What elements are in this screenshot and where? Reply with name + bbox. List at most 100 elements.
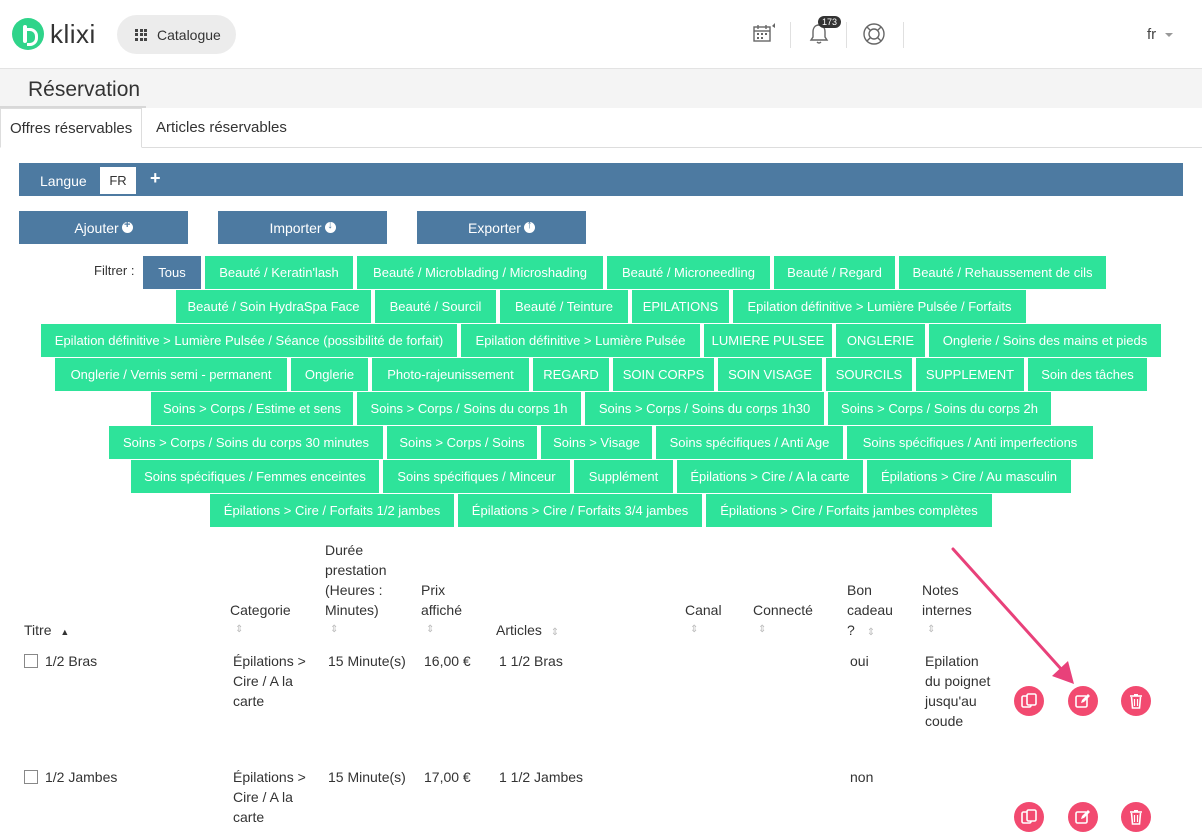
delete-button[interactable]: [1121, 802, 1151, 832]
export-button[interactable]: Exporter ↑: [417, 211, 586, 244]
column-header-duration-line: (Heures :: [325, 582, 383, 598]
filter-chip[interactable]: Soins spécifiques / Minceur: [383, 460, 570, 493]
row-checkbox[interactable]: [24, 770, 38, 784]
filter-chip[interactable]: SUPPLEMENT: [916, 358, 1024, 391]
filter-chip[interactable]: Épilations > Cire / A la carte: [677, 460, 863, 493]
row-title[interactable]: 1/2 Bras: [45, 653, 98, 669]
filter-chip[interactable]: Beauté / Microblading / Microshading: [357, 256, 603, 289]
filter-chip[interactable]: Soin des tâches: [1028, 358, 1147, 391]
add-button[interactable]: Ajouter +: [19, 211, 188, 244]
copy-icon: [1021, 693, 1037, 708]
row-notes: Epilation du poignet jusqu'au coude: [925, 651, 990, 731]
filter-chip[interactable]: Soins > Corps / Soins du corps 2h: [828, 392, 1051, 425]
filter-chip[interactable]: Supplément: [574, 460, 673, 493]
sort-icon: ⇕: [866, 627, 876, 638]
language-value: fr: [1147, 26, 1157, 43]
filter-chip[interactable]: Beauté / Sourcil: [375, 290, 496, 323]
filter-chip[interactable]: Beauté / Microneedling: [607, 256, 770, 289]
row-category-line: carte: [233, 693, 265, 709]
row-price: 16,00 €: [424, 653, 471, 669]
filter-chip[interactable]: Soins > Corps / Soins du corps 30 minute…: [109, 426, 383, 459]
help-icon[interactable]: [862, 22, 886, 46]
row-articles: 1 1/2 Bras: [499, 653, 563, 669]
copy-icon: [1021, 809, 1037, 824]
language-select[interactable]: fr: [1147, 26, 1174, 43]
column-header-price[interactable]: Prix affiché ⇕: [421, 580, 462, 640]
duplicate-button[interactable]: [1014, 802, 1044, 832]
filter-chip[interactable]: Beauté / Teinture: [500, 290, 628, 323]
filter-chip[interactable]: Soins > Visage: [541, 426, 652, 459]
column-header-title[interactable]: Titre ▲: [24, 620, 69, 642]
filter-chip[interactable]: Soins spécifiques / Anti Age: [656, 426, 843, 459]
row-category-line: Épilations >: [233, 653, 306, 669]
brand-name: klixi: [50, 18, 96, 49]
filter-chip[interactable]: Photo-rajeunissement: [372, 358, 529, 391]
calendar-icon[interactable]: [752, 22, 776, 46]
filter-chip[interactable]: Soins spécifiques / Femmes enceintes: [131, 460, 379, 493]
column-header-connected[interactable]: Connecté ⇕: [753, 600, 813, 640]
column-header-notes[interactable]: Notes internes ⇕: [922, 580, 972, 640]
language-tab-fr[interactable]: FR: [100, 167, 136, 194]
filter-chip[interactable]: Épilations > Cire / Au masculin: [867, 460, 1071, 493]
column-header-duration[interactable]: Durée prestation (Heures : Minutes) ⇕: [325, 540, 386, 640]
column-header-notes-line: internes: [922, 602, 972, 618]
import-button-label: Importer: [269, 219, 322, 236]
edit-button[interactable]: [1068, 802, 1098, 832]
sort-icon: ⇕: [235, 624, 244, 635]
export-button-label: Exporter: [468, 219, 521, 236]
filter-chip[interactable]: SOIN VISAGE: [718, 358, 822, 391]
tab-articles-reservables[interactable]: Articles réservables: [156, 119, 287, 136]
filter-chip[interactable]: LUMIERE PULSEE: [704, 324, 832, 357]
tab-offres-reservables[interactable]: Offres réservables: [0, 108, 143, 148]
row-price: 17,00 €: [424, 769, 471, 785]
filter-chip[interactable]: Soins > Corps / Soins du corps 1h: [357, 392, 581, 425]
delete-button[interactable]: [1121, 686, 1151, 716]
logo[interactable]: klixi: [12, 18, 96, 50]
filter-chip[interactable]: Onglerie / Vernis semi - permanent: [55, 358, 287, 391]
divider: [846, 22, 847, 48]
filter-chip[interactable]: Soins > Corps / Estime et sens: [151, 392, 353, 425]
column-header-gift-line: ? ⇕: [847, 620, 893, 643]
filter-chip[interactable]: Soins > Corps / Soins du corps 1h30: [585, 392, 824, 425]
sort-icon: ⇕: [690, 624, 699, 635]
column-header-category[interactable]: Categorie ⇕: [230, 600, 291, 640]
filter-chip[interactable]: SOURCILS: [826, 358, 912, 391]
filter-chip[interactable]: Beauté / Keratin'lash: [205, 256, 353, 289]
filter-chip[interactable]: EPILATIONS: [632, 290, 729, 323]
row-category-line: Cire / A la: [233, 789, 293, 805]
filter-chip[interactable]: Epilation définitive > Lumière Pulsée / …: [733, 290, 1026, 323]
row-checkbox[interactable]: [24, 654, 38, 668]
filter-chip[interactable]: Soins > Corps / Soins: [387, 426, 537, 459]
sort-icon: ⇕: [330, 624, 339, 635]
filter-chip[interactable]: Epilation définitive > Lumière Pulsée: [461, 324, 700, 357]
notification-badge: 173: [818, 16, 842, 28]
column-header-gift[interactable]: Bon cadeau ? ⇕: [847, 580, 893, 643]
column-header-articles[interactable]: Articles ⇕: [496, 620, 559, 643]
duplicate-button[interactable]: [1014, 686, 1044, 716]
add-language-icon[interactable]: +: [150, 168, 161, 188]
filter-chip[interactable]: Soins spécifiques / Anti imperfections: [847, 426, 1093, 459]
filter-chip[interactable]: Beauté / Rehaussement de cils: [899, 256, 1106, 289]
filter-chip[interactable]: Tous: [143, 256, 201, 289]
download-circle-icon: ↓: [324, 219, 336, 233]
filter-chip[interactable]: REGARD: [533, 358, 609, 391]
row-title[interactable]: 1/2 Jambes: [45, 769, 118, 785]
filter-chip[interactable]: Onglerie / Soins des mains et pieds: [929, 324, 1161, 357]
add-button-label: Ajouter: [74, 219, 119, 236]
edit-button[interactable]: [1068, 686, 1098, 716]
filter-chip[interactable]: SOIN CORPS: [613, 358, 714, 391]
filter-chip[interactable]: Épilations > Cire / Forfaits 1/2 jambes: [210, 494, 454, 527]
column-header-canal[interactable]: Canal ⇕: [685, 600, 722, 640]
filter-chip[interactable]: Beauté / Regard: [774, 256, 895, 289]
filter-chip[interactable]: Epilation définitive > Lumière Pulsée / …: [41, 324, 457, 357]
edit-icon: [1075, 694, 1090, 708]
catalogue-button[interactable]: Catalogue: [117, 15, 236, 54]
language-bar-label: Langue: [40, 173, 87, 189]
filter-chip[interactable]: ONGLERIE: [836, 324, 925, 357]
filter-chip[interactable]: Onglerie: [291, 358, 368, 391]
filter-chip[interactable]: Beauté / Soin HydraSpa Face: [176, 290, 371, 323]
filter-chip[interactable]: Épilations > Cire / Forfaits 3/4 jambes: [458, 494, 702, 527]
logo-mark-icon: [12, 18, 44, 50]
import-button[interactable]: Importer ↓: [218, 211, 387, 244]
filter-chip[interactable]: Épilations > Cire / Forfaits jambes comp…: [706, 494, 992, 527]
